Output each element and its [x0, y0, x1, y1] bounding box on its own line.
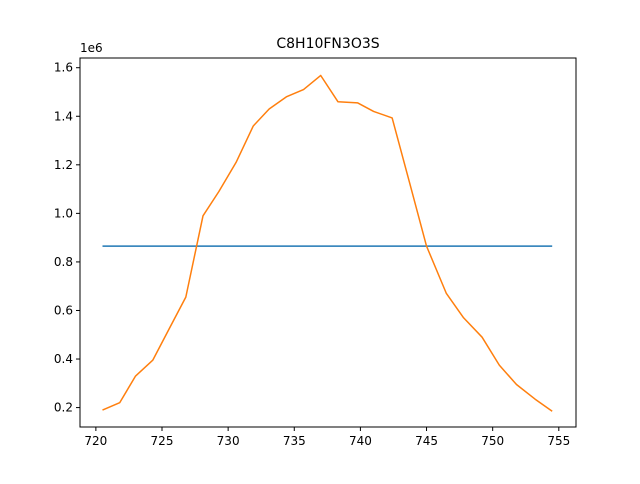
x-tick-label: 740 [349, 434, 372, 448]
y-axis-offset-label: 1e6 [80, 41, 103, 55]
chart-title: C8H10FN3O3S [276, 36, 379, 52]
y-tick-label: 1.2 [54, 158, 73, 172]
x-tick-label: 725 [151, 434, 174, 448]
y-tick-label: 1.6 [54, 61, 73, 75]
x-tick-label: 735 [283, 434, 306, 448]
series-layer [102, 74, 553, 412]
x-axis: 720 725 730 735 740 745 750 755 [84, 427, 570, 448]
series-line-2 [102, 74, 553, 412]
x-tick-label: 755 [547, 434, 570, 448]
y-tick-label: 1.0 [54, 206, 73, 220]
y-axis: 0.2 0.4 0.6 0.8 1.0 1.2 1.4 1.6 [54, 61, 80, 415]
x-tick-label: 745 [415, 434, 438, 448]
x-tick-label: 730 [217, 434, 240, 448]
y-tick-label: 1.4 [54, 109, 73, 123]
plot-area-frame [79, 57, 577, 428]
y-tick-label: 0.2 [54, 401, 73, 415]
y-tick-label: 0.4 [54, 352, 73, 366]
y-tick-label: 0.8 [54, 255, 73, 269]
x-tick-label: 750 [481, 434, 504, 448]
x-tick-label: 720 [84, 434, 107, 448]
y-tick-label: 0.6 [54, 303, 73, 317]
